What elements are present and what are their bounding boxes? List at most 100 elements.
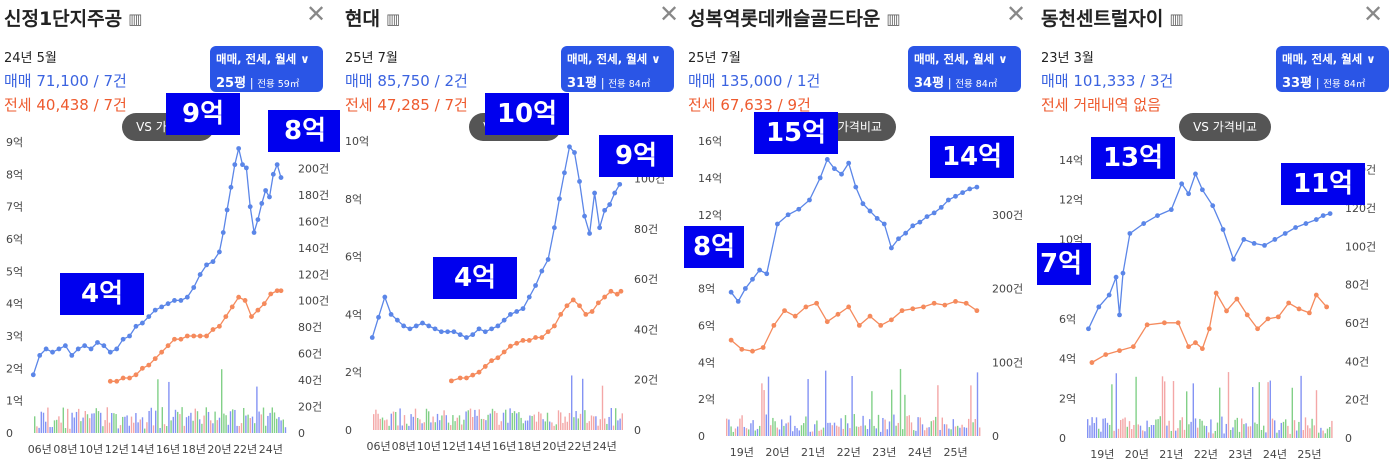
volume-bar: [111, 413, 113, 433]
x-tick-label: 21년: [1159, 448, 1183, 459]
volume-bar: [1102, 418, 1104, 438]
volume-bar: [483, 419, 485, 430]
data-point: [1117, 348, 1122, 354]
y-left-tick-label: 2억: [698, 393, 715, 406]
x-tick-label: 19년: [1090, 448, 1114, 459]
data-point: [127, 375, 132, 381]
data-point: [1199, 346, 1205, 352]
volume-bar: [968, 418, 970, 436]
filter-button[interactable]: 매매, 전세, 월세 ∨ 31평 | 전용 84㎡: [561, 46, 674, 92]
volume-bar: [469, 408, 472, 430]
volume-bar: [86, 414, 89, 433]
volume-bar: [141, 417, 144, 433]
data-point: [407, 326, 413, 332]
x-tick-label: 20년: [765, 446, 789, 459]
volume-bar: [750, 423, 752, 436]
volume-bar: [1159, 416, 1161, 438]
data-point: [910, 223, 916, 229]
data-point: [533, 283, 538, 288]
volume-bar: [445, 415, 447, 430]
volume-bar: [531, 416, 533, 430]
data-point: [577, 303, 582, 309]
x-tick-label: 06년: [28, 443, 52, 456]
y-right-tick-label: 0: [634, 424, 641, 437]
y-right-tick-label: 60건: [298, 348, 322, 361]
data-point: [243, 165, 249, 171]
data-point: [739, 346, 745, 352]
data-point: [220, 230, 226, 235]
y-left-tick-label: 2억: [1059, 392, 1076, 405]
book-icon[interactable]: ▥: [1169, 10, 1184, 28]
volume-bar: [976, 372, 979, 436]
data-point: [832, 166, 837, 172]
volume-bar: [568, 412, 571, 430]
volume-bar: [1122, 418, 1124, 438]
volume-bar: [1186, 391, 1188, 438]
filter-button[interactable]: 매매, 전세, 월세 ∨ 33평 | 전용 84㎡: [1276, 46, 1389, 92]
volume-bar: [1243, 424, 1245, 438]
volume-bar: [476, 415, 478, 430]
data-point: [846, 160, 852, 166]
close-icon[interactable]: ✕: [1363, 0, 1384, 28]
volume-bar: [1326, 428, 1329, 438]
volume-bar: [82, 417, 84, 433]
volume-bar: [51, 427, 53, 433]
close-icon[interactable]: ✕: [306, 0, 327, 28]
book-icon[interactable]: ▥: [886, 10, 901, 28]
book-icon[interactable]: ▥: [128, 10, 143, 28]
filter-button[interactable]: 매매, 전세, 월세 ∨ 25평 | 전용 59㎡: [210, 46, 323, 92]
volume-bar: [796, 428, 798, 436]
y-left-tick-label: 6억: [1059, 313, 1076, 326]
size-label: 31평 | 전용 84㎡: [567, 76, 651, 91]
y-right-tick-label: 120건: [298, 268, 329, 281]
x-tick-label: 06년: [367, 440, 391, 453]
volume-bar: [148, 410, 150, 433]
data-point: [495, 323, 501, 329]
book-icon[interactable]: ▥: [385, 10, 401, 28]
chevron-down-icon: ∨: [300, 52, 310, 66]
volume-bar: [1155, 419, 1157, 438]
volume-bar: [765, 414, 767, 436]
data-point: [197, 272, 203, 277]
volume-bar: [1324, 433, 1326, 438]
volume-bar: [939, 429, 941, 436]
volume-bar: [844, 415, 847, 436]
close-icon[interactable]: ✕: [659, 0, 680, 28]
volume-bar: [388, 425, 390, 430]
data-point: [903, 230, 909, 236]
volume-bar: [1133, 424, 1135, 438]
volume-bar: [1170, 430, 1172, 438]
data-point: [191, 285, 197, 290]
data-point: [232, 162, 238, 168]
volume-bar: [1131, 429, 1133, 438]
data-point: [856, 322, 862, 328]
volume-bar: [170, 420, 172, 433]
volume-bar: [381, 417, 384, 430]
volume-bar: [377, 413, 379, 430]
volume-bar: [789, 415, 792, 436]
y-left-tick-label: 0: [345, 424, 352, 437]
volume-bar: [207, 411, 210, 433]
data-point: [1213, 290, 1219, 296]
close-icon[interactable]: ✕: [1006, 0, 1027, 28]
volume-bar: [584, 410, 586, 430]
volume-bar: [1175, 430, 1177, 438]
volume-bar: [761, 383, 763, 436]
volume-bar: [461, 424, 463, 430]
vs-compare-button[interactable]: VS 가격비교: [1179, 113, 1271, 141]
volume-bar: [192, 420, 194, 433]
volume-bar: [1135, 376, 1137, 438]
data-point: [1293, 225, 1298, 230]
period-label: 25년 7월: [345, 51, 398, 66]
volume-bar: [168, 381, 170, 433]
volume-bar: [93, 413, 95, 433]
filter-button[interactable]: 매매, 전세, 월세 ∨ 34평 | 전용 84㎡: [908, 46, 1021, 92]
volume-bar: [47, 407, 49, 433]
data-point: [255, 217, 261, 223]
volume-bar: [1197, 427, 1199, 438]
data-point: [551, 225, 557, 231]
volume-bar: [1289, 433, 1291, 438]
volume-bar: [414, 408, 417, 430]
y-left-tick-label: 14억: [1059, 154, 1083, 167]
data-point: [1231, 256, 1236, 262]
